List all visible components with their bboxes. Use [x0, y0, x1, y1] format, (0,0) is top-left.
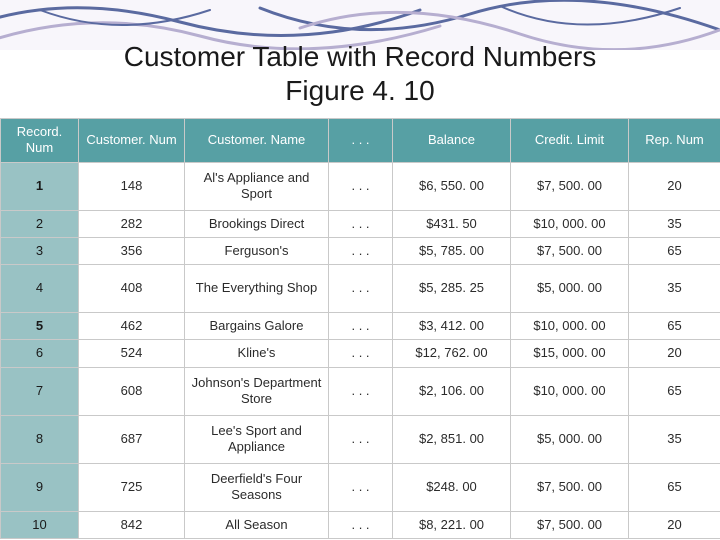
table-cell: . . . — [329, 463, 393, 511]
col-header-customer-num: Customer. Num — [79, 119, 185, 163]
table-cell: 842 — [79, 511, 185, 538]
table-cell: . . . — [329, 415, 393, 463]
table-cell: 65 — [629, 463, 720, 511]
table-cell: $15, 000. 00 — [511, 340, 629, 367]
table-cell: 725 — [79, 463, 185, 511]
table-cell: $5, 785. 00 — [393, 237, 511, 264]
col-header-credit-limit: Credit. Limit — [511, 119, 629, 163]
table-body: 1148Al's Appliance and Sport. . .$6, 550… — [1, 162, 720, 538]
table-row: 1148Al's Appliance and Sport. . .$6, 550… — [1, 162, 720, 210]
customer-table-wrap: Record. Num Customer. Num Customer. Name… — [0, 118, 720, 539]
table-row: 7608Johnson's Department Store. . .$2, 1… — [1, 367, 720, 415]
table-cell: 35 — [629, 415, 720, 463]
col-header-balance: Balance — [393, 119, 511, 163]
table-cell: 65 — [629, 313, 720, 340]
table-cell: 608 — [79, 367, 185, 415]
table-cell: 524 — [79, 340, 185, 367]
table-cell: $248. 00 — [393, 463, 511, 511]
table-cell: . . . — [329, 340, 393, 367]
table-cell: 20 — [629, 340, 720, 367]
table-row: 4408The Everything Shop. . .$5, 285. 25$… — [1, 265, 720, 313]
table-cell: $7, 500. 00 — [511, 463, 629, 511]
table-cell: 65 — [629, 367, 720, 415]
table-row: 8687Lee's Sport and Appliance. . .$2, 85… — [1, 415, 720, 463]
table-cell: 4 — [1, 265, 79, 313]
table-cell: 65 — [629, 237, 720, 264]
table-cell: . . . — [329, 511, 393, 538]
table-row: 3356Ferguson's. . .$5, 785. 00$7, 500. 0… — [1, 237, 720, 264]
title-line-1: Customer Table with Record Numbers — [0, 40, 720, 74]
table-row: 10842All Season. . .$8, 221. 00$7, 500. … — [1, 511, 720, 538]
table-cell: $10, 000. 00 — [511, 313, 629, 340]
table-cell: . . . — [329, 162, 393, 210]
table-cell: Bargains Galore — [185, 313, 329, 340]
table-cell: 5 — [1, 313, 79, 340]
table-cell: 462 — [79, 313, 185, 340]
table-row: 5462Bargains Galore. . .$3, 412. 00$10, … — [1, 313, 720, 340]
table-cell: 8 — [1, 415, 79, 463]
table-row: 2282Brookings Direct. . .$431. 50$10, 00… — [1, 210, 720, 237]
table-cell: $2, 106. 00 — [393, 367, 511, 415]
table-cell: $12, 762. 00 — [393, 340, 511, 367]
table-cell: $7, 500. 00 — [511, 162, 629, 210]
table-cell: 20 — [629, 162, 720, 210]
table-cell: Brookings Direct — [185, 210, 329, 237]
table-cell: . . . — [329, 237, 393, 264]
table-cell: $7, 500. 00 — [511, 237, 629, 264]
table-cell: Lee's Sport and Appliance — [185, 415, 329, 463]
table-cell: $8, 221. 00 — [393, 511, 511, 538]
table-cell: . . . — [329, 367, 393, 415]
table-cell: $431. 50 — [393, 210, 511, 237]
table-cell: 10 — [1, 511, 79, 538]
table-cell: 2 — [1, 210, 79, 237]
table-cell: 35 — [629, 265, 720, 313]
table-cell: Ferguson's — [185, 237, 329, 264]
table-cell: . . . — [329, 313, 393, 340]
table-cell: . . . — [329, 265, 393, 313]
table-cell: $5, 000. 00 — [511, 265, 629, 313]
col-header-ellipsis: . . . — [329, 119, 393, 163]
title-line-2: Figure 4. 10 — [0, 74, 720, 108]
table-cell: 356 — [79, 237, 185, 264]
table-cell: $7, 500. 00 — [511, 511, 629, 538]
table-cell: All Season — [185, 511, 329, 538]
table-cell: $2, 851. 00 — [393, 415, 511, 463]
table-cell: 148 — [79, 162, 185, 210]
table-cell: The Everything Shop — [185, 265, 329, 313]
table-cell: 3 — [1, 237, 79, 264]
customer-table: Record. Num Customer. Num Customer. Name… — [0, 118, 720, 539]
table-cell: 687 — [79, 415, 185, 463]
col-header-customer-name: Customer. Name — [185, 119, 329, 163]
col-header-record-num: Record. Num — [1, 119, 79, 163]
table-cell: Deerfield's Four Seasons — [185, 463, 329, 511]
table-cell: 408 — [79, 265, 185, 313]
table-cell: . . . — [329, 210, 393, 237]
table-cell: 20 — [629, 511, 720, 538]
table-cell: 9 — [1, 463, 79, 511]
table-header-row: Record. Num Customer. Num Customer. Name… — [1, 119, 720, 163]
table-cell: 1 — [1, 162, 79, 210]
table-cell: 35 — [629, 210, 720, 237]
table-cell: $10, 000. 00 — [511, 367, 629, 415]
table-cell: $3, 412. 00 — [393, 313, 511, 340]
table-cell: $10, 000. 00 — [511, 210, 629, 237]
table-cell: 6 — [1, 340, 79, 367]
table-row: 9725Deerfield's Four Seasons. . .$248. 0… — [1, 463, 720, 511]
table-cell: Kline's — [185, 340, 329, 367]
table-cell: $6, 550. 00 — [393, 162, 511, 210]
col-header-rep-num: Rep. Num — [629, 119, 720, 163]
title-block: Customer Table with Record Numbers Figur… — [0, 40, 720, 108]
table-cell: Johnson's Department Store — [185, 367, 329, 415]
table-cell: $5, 000. 00 — [511, 415, 629, 463]
table-cell: Al's Appliance and Sport — [185, 162, 329, 210]
table-cell: 7 — [1, 367, 79, 415]
table-cell: $5, 285. 25 — [393, 265, 511, 313]
table-cell: 282 — [79, 210, 185, 237]
table-row: 6524Kline's. . .$12, 762. 00$15, 000. 00… — [1, 340, 720, 367]
